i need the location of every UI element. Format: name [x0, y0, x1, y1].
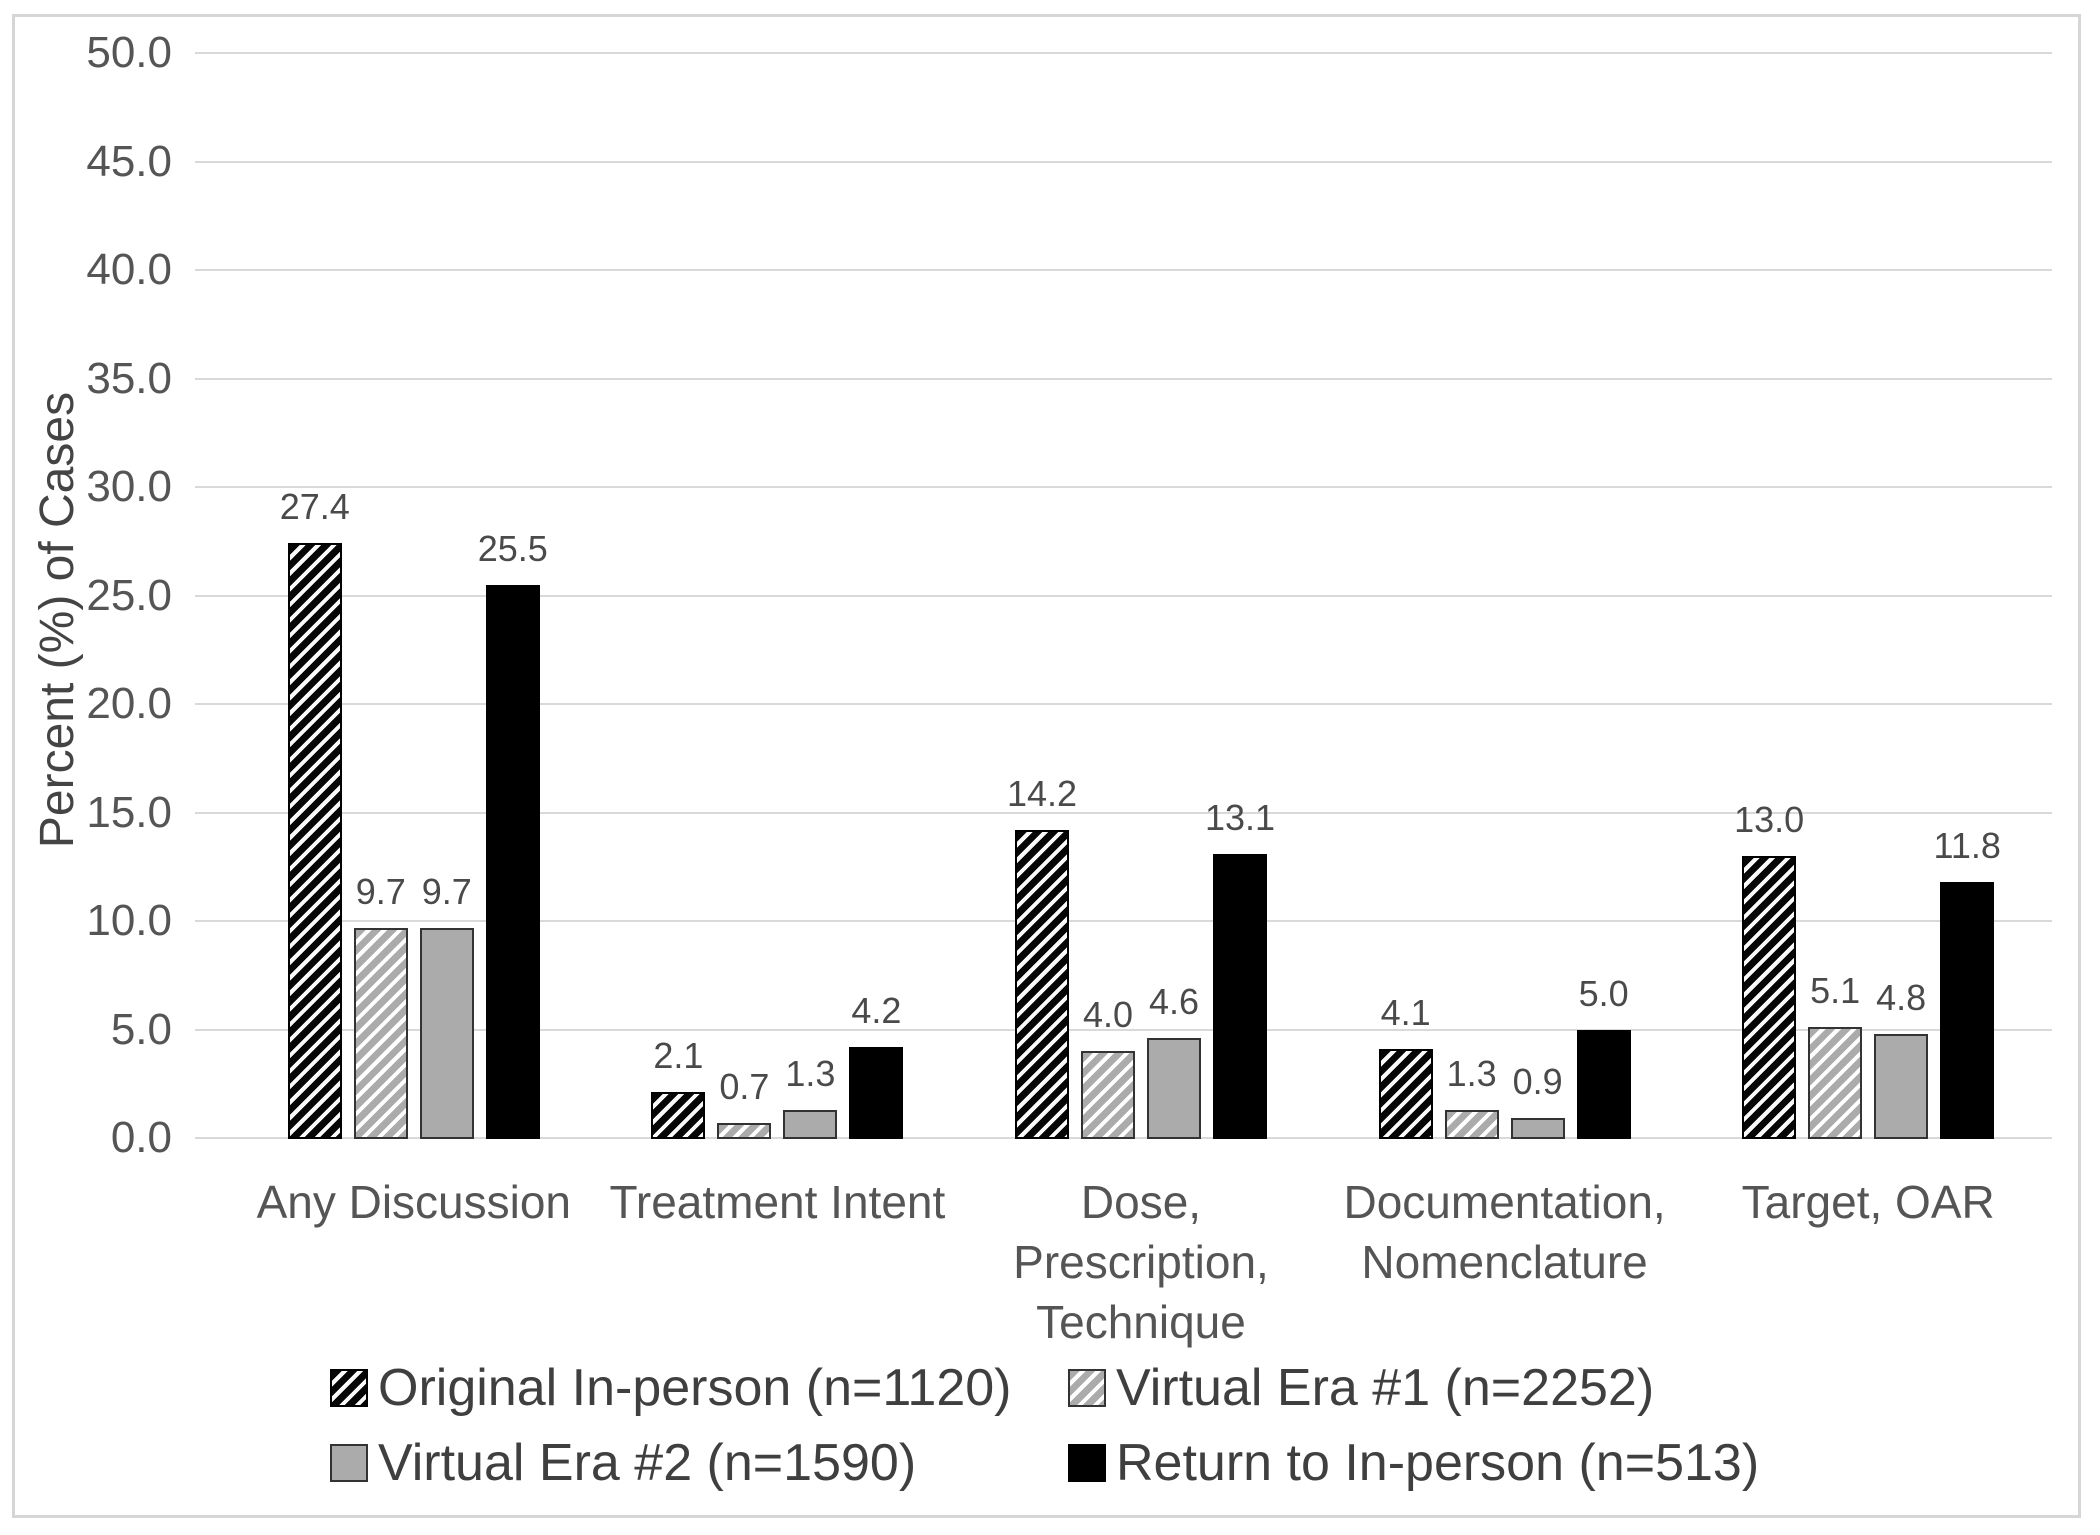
gridline [195, 52, 2052, 54]
bar [651, 1092, 706, 1139]
legend-item: Virtual Era #1 (n=2252) [1068, 1358, 1759, 1418]
chart-frame [12, 14, 2081, 1518]
bar-value-label: 4.1 [1380, 992, 1431, 1034]
y-tick-label: 45.0 [86, 136, 172, 186]
bar [1081, 1051, 1135, 1139]
y-tick-label: 50.0 [86, 28, 172, 77]
gridline [195, 811, 2052, 814]
y-tick-label: 5.0 [110, 1004, 172, 1054]
bar [1015, 829, 1069, 1139]
bar [1213, 853, 1267, 1139]
bar-value-label: 1.3 [785, 1052, 836, 1094]
bar [1147, 1038, 1201, 1139]
bar [287, 543, 342, 1139]
bar-value-label: 1.3 [1446, 1052, 1497, 1094]
legend-item: Virtual Era #2 (n=1590) [330, 1433, 1068, 1493]
legend-swatch-solid-black-icon [1068, 1444, 1106, 1482]
legend-item: Return to In-person (n=513) [1068, 1433, 1759, 1493]
x-category-label: Documentation, Nomenclature [1343, 1176, 1666, 1288]
bar [1940, 881, 1995, 1139]
bar [353, 927, 408, 1139]
gridline [195, 377, 2052, 380]
gridline [195, 486, 2052, 488]
bar [1378, 1049, 1433, 1139]
legend-label: Virtual Era #1 (n=2252) [1116, 1359, 1655, 1417]
x-category-label: Any Discussion [256, 1176, 572, 1228]
y-tick-label: 20.0 [86, 679, 172, 728]
bar [1742, 855, 1797, 1139]
gridline [195, 920, 2052, 922]
y-tick-label: 35.0 [86, 353, 172, 403]
bar [419, 927, 474, 1139]
bar-value-label: 0.7 [719, 1065, 770, 1107]
legend-label: Virtual Era #2 (n=1590) [378, 1434, 917, 1492]
legend: Original In-person (n=1120) Virtual Era … [330, 1358, 1759, 1493]
gridline [195, 1028, 2052, 1031]
bar-value-label: 13.1 [1204, 796, 1276, 838]
bar-value-label: 25.5 [477, 527, 548, 569]
y-tick-label: 10.0 [86, 896, 172, 945]
x-category-label: Dose, Prescription, Technique [1013, 1176, 1269, 1348]
bar-value-label: 14.2 [1006, 772, 1078, 814]
bar-value-label: 4.0 [1082, 994, 1134, 1036]
bar-value-label: 4.2 [851, 989, 902, 1031]
gridline [195, 160, 2052, 163]
bar [1874, 1033, 1929, 1139]
legend-swatch-hatched-gray-icon [1068, 1369, 1106, 1407]
y-tick-label: 0.0 [110, 1113, 172, 1162]
legend-label: Return to In-person (n=513) [1116, 1434, 1760, 1492]
bar [1444, 1109, 1499, 1139]
bar [783, 1109, 838, 1139]
bar-value-label: 0.9 [1512, 1061, 1563, 1103]
bar [485, 584, 540, 1139]
y-tick-label: 30.0 [86, 462, 172, 511]
x-category-label: Target, OAR [1741, 1176, 1995, 1228]
bar-value-label: 11.8 [1933, 824, 2001, 866]
bar-value-label: 13.0 [1734, 798, 1805, 840]
gridline [195, 703, 2052, 705]
bar-value-label: 5.1 [1810, 970, 1861, 1012]
bar [1576, 1029, 1631, 1139]
bar [849, 1046, 904, 1139]
bar [717, 1122, 772, 1139]
bar-value-label: 4.8 [1876, 976, 1927, 1018]
bar-value-label: 9.7 [355, 870, 406, 912]
bar [1808, 1027, 1863, 1139]
y-tick-label: 15.0 [86, 787, 172, 837]
x-category-label: Treatment Intent [609, 1176, 946, 1228]
bar-value-label: 5.0 [1578, 972, 1629, 1014]
bar-value-label: 27.4 [279, 486, 350, 528]
legend-swatch-hatched-black-icon [330, 1369, 368, 1407]
bar-value-label: 4.6 [1148, 981, 1200, 1023]
legend-item: Original In-person (n=1120) [330, 1358, 1068, 1418]
y-tick-label: 40.0 [86, 245, 172, 294]
y-tick-label: 25.0 [86, 570, 172, 620]
gridline [195, 269, 2052, 271]
bar-value-label: 2.1 [653, 1035, 704, 1077]
legend-swatch-solid-gray-icon [330, 1444, 368, 1482]
gridline [195, 594, 2052, 597]
bar [1510, 1118, 1565, 1139]
legend-label: Original In-person (n=1120) [378, 1359, 1012, 1417]
bar-value-label: 9.7 [421, 870, 472, 912]
